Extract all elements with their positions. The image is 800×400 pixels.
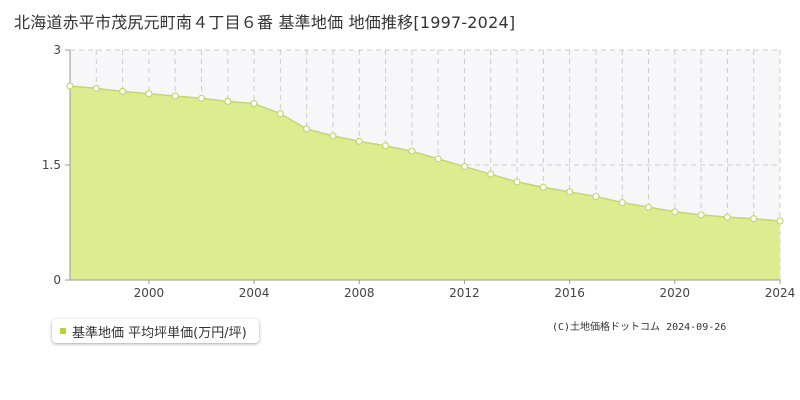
data-point	[566, 188, 574, 196]
data-point	[434, 155, 442, 163]
data-point	[355, 137, 363, 145]
x-tick-label: 2016	[554, 286, 585, 300]
x-tick-label: 2004	[239, 286, 270, 300]
data-point	[644, 203, 653, 211]
series-area	[70, 86, 780, 281]
data-point	[592, 192, 600, 201]
series-line	[69, 85, 781, 222]
data-point	[303, 125, 311, 133]
chart-title: 北海道赤平市茂尻元町南４丁目６番 基準地価 地価推移[1997-2024]	[14, 13, 516, 32]
y-tick-label: 0	[53, 273, 61, 287]
legend-swatch	[60, 328, 66, 334]
data-point	[513, 178, 521, 186]
data-point	[224, 97, 232, 105]
data-point	[750, 215, 758, 223]
x-tick-label: 2012	[449, 286, 480, 300]
legend-label: 基準地価 平均坪単価(万円/坪)	[72, 325, 247, 341]
y-tick-label: 1.5	[42, 158, 61, 172]
data-point	[171, 92, 179, 100]
data-point	[487, 170, 495, 178]
data-point	[118, 87, 127, 96]
data-point	[145, 90, 153, 98]
x-tick-label: 2008	[344, 286, 375, 300]
x-tick-label: 2000	[134, 286, 165, 300]
data-point	[250, 100, 258, 108]
data-point	[381, 142, 390, 150]
x-tick-label: 2024	[765, 286, 796, 300]
data-point	[276, 110, 284, 118]
data-point	[92, 84, 100, 92]
data-point	[329, 132, 337, 140]
data-point	[460, 162, 469, 171]
data-point	[197, 94, 206, 102]
legend: 基準地価 平均坪単価(万円/坪)	[52, 319, 259, 343]
data-point	[697, 211, 705, 219]
data-point	[618, 198, 626, 207]
x-tick-label: 2020	[660, 286, 691, 300]
data-point	[66, 82, 74, 90]
y-tick-label: 3	[53, 43, 61, 57]
data-point	[776, 217, 784, 225]
data-point	[539, 183, 547, 191]
copyright-text: (C)土地価格ドットコム 2024-09-26	[552, 322, 727, 333]
data-point	[671, 208, 679, 216]
data-point	[408, 147, 416, 155]
data-point	[723, 213, 732, 221]
